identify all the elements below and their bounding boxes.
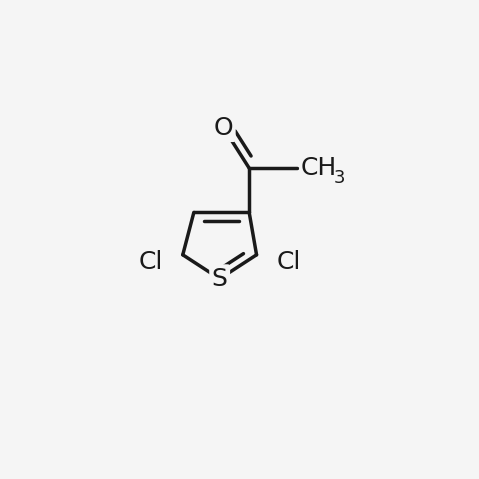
Text: S: S bbox=[212, 267, 228, 291]
Text: O: O bbox=[214, 115, 233, 139]
Text: 3: 3 bbox=[333, 169, 345, 187]
Text: Cl: Cl bbox=[277, 250, 301, 274]
Text: CH: CH bbox=[301, 156, 337, 180]
Text: Cl: Cl bbox=[138, 250, 162, 274]
